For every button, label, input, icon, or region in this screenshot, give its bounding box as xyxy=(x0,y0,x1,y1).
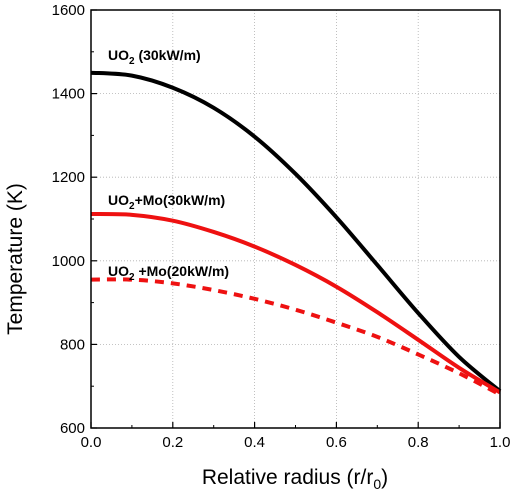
annotation-text: +Mo(30kW/m) xyxy=(135,192,226,208)
y-tick-label: 1400 xyxy=(52,86,85,103)
annotation-text: +Mo(20kW/m) xyxy=(135,263,230,279)
grid-lines xyxy=(91,10,500,428)
axis-ticks xyxy=(90,9,501,429)
annotation-uo2-mo-30kw: UO2+Mo(30kW/m) xyxy=(108,192,225,212)
series-line-uo2-mo-30kw xyxy=(90,211,502,395)
x-tick-label: 0.0 xyxy=(81,434,102,451)
annotation-text: UO xyxy=(108,263,129,279)
annotation-uo2-30kw: UO2 (30kW/m) xyxy=(108,47,201,67)
x-axis-label: Relative radius (r/r0) xyxy=(202,466,388,492)
annotation-uo2-mo-20kw: UO2 +Mo(20kW/m) xyxy=(108,263,229,283)
annotation-subscript: 2 xyxy=(129,56,135,67)
series-layer xyxy=(90,70,502,397)
tick-labels: 0.0 0.2 0.4 0.6 0.8 1.0 600 800 1000 1200 1400 1600 xyxy=(52,2,511,451)
annotation-subscript: 2 xyxy=(129,272,135,283)
series-line-uo2-mo-20kw xyxy=(90,277,501,397)
x-tick-label: 0.4 xyxy=(244,434,265,451)
series-line-uo2-30kw xyxy=(90,70,502,393)
x-tick-label: 0.6 xyxy=(326,434,347,451)
x-axis-label-end: ) xyxy=(381,466,388,489)
x-tick-label: 0.2 xyxy=(162,434,183,451)
x-tick-label: 1.0 xyxy=(490,434,511,451)
y-axis-label: Temperature (K) xyxy=(4,183,27,335)
x-tick-label: 0.8 xyxy=(408,434,429,451)
annotation-subscript: 2 xyxy=(129,201,135,212)
annotation-text: UO xyxy=(108,192,129,208)
x-axis-label-sub: 0 xyxy=(373,476,381,492)
y-tick-label: 1200 xyxy=(52,169,85,186)
y-tick-label: 1000 xyxy=(52,253,85,270)
x-axis-label-main: Relative radius (r/r xyxy=(202,466,374,489)
annotation-text: (30kW/m) xyxy=(135,47,201,63)
annotation-text: UO xyxy=(108,47,129,63)
y-tick-label: 600 xyxy=(60,420,85,437)
y-tick-label: 800 xyxy=(60,336,85,353)
series-annotations: UO2 (30kW/m)UO2+Mo(30kW/m)UO2 +Mo(20kW/m… xyxy=(108,47,229,283)
y-tick-label: 1600 xyxy=(52,2,85,19)
